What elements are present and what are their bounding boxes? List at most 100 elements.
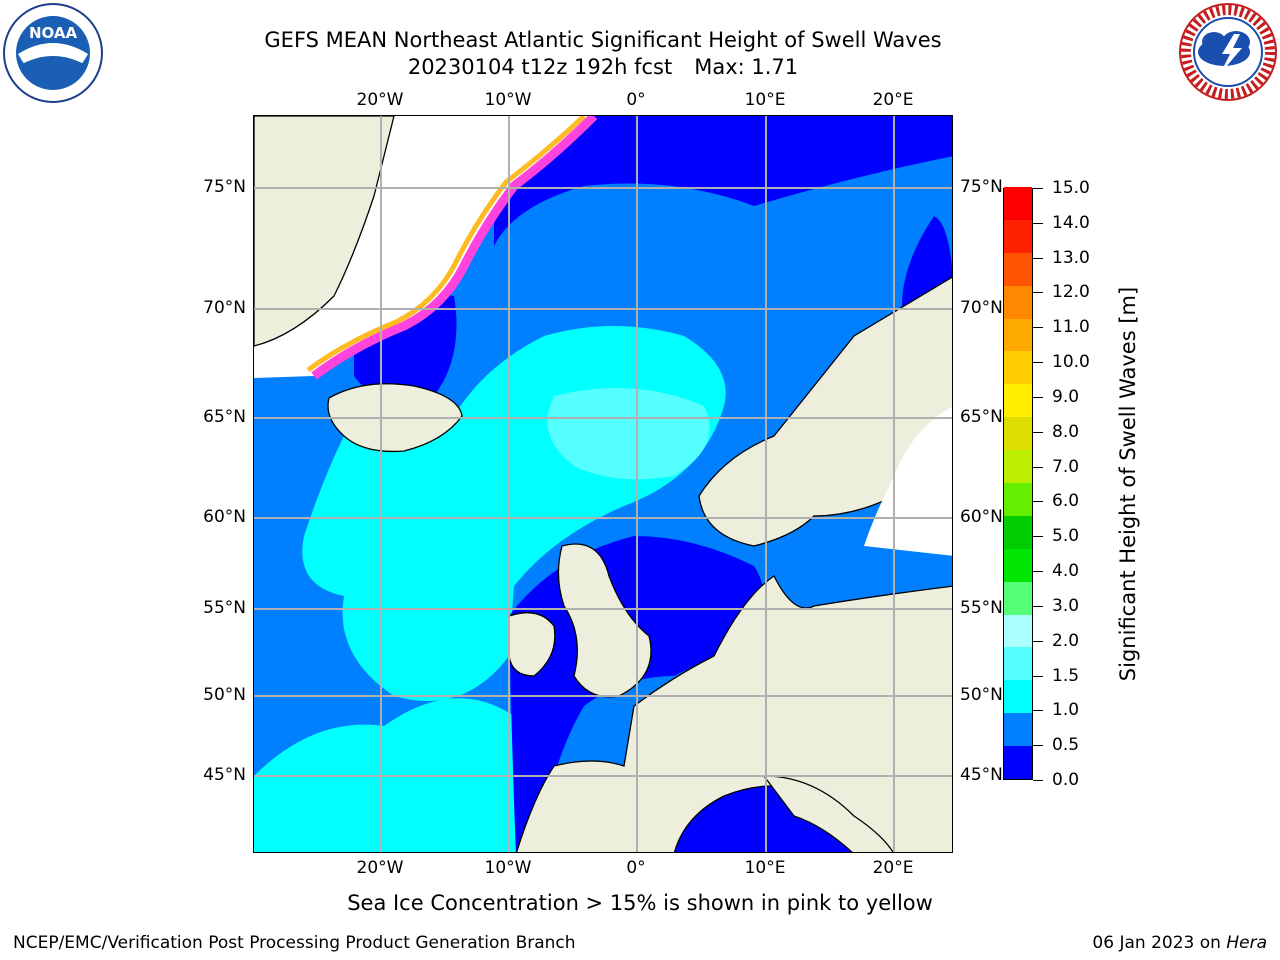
colorbar-tick-label: 10.0	[1052, 352, 1090, 373]
lon-label-top-10w: 10°W	[484, 90, 532, 110]
colorbar-segment	[1004, 252, 1032, 286]
colorbar-segment	[1004, 186, 1032, 220]
lon-label-bottom-0: 0°	[626, 858, 646, 878]
noaa-logo-icon: NOAA	[3, 3, 103, 103]
lat-label-right-75n: 75°N	[960, 177, 1003, 197]
footer-on-text: on	[1199, 933, 1221, 953]
map-canvas	[254, 116, 952, 852]
colorbar-tick	[1033, 745, 1043, 747]
colorbar-title: Significant Height of Swell Waves [m]	[1116, 286, 1140, 682]
colorbar-tick-label: 2.0	[1052, 630, 1080, 651]
lat-label-right-45n: 45°N	[960, 765, 1003, 785]
colorbar-segment	[1004, 350, 1032, 385]
colorbar-tick-label: 1.0	[1052, 700, 1080, 721]
colorbar-tick	[1033, 466, 1043, 468]
colorbar-tick	[1033, 536, 1043, 538]
chart-title: GEFS MEAN Northeast Atlantic Significant…	[264, 28, 942, 52]
footer-date: 06 Jan 2023 on Hera	[1092, 932, 1267, 954]
lat-label-right-50n: 50°N	[960, 685, 1003, 705]
colorbar-segment	[1004, 318, 1032, 352]
colorbar-tick-label: 9.0	[1052, 386, 1080, 407]
ireland-land	[508, 612, 556, 677]
greenland-land	[254, 116, 395, 347]
colorbar-tick	[1033, 571, 1043, 573]
colorbar	[1003, 186, 1033, 780]
lon-label-bottom-10w: 10°W	[484, 858, 532, 878]
lat-label-right-60n: 60°N	[960, 507, 1003, 527]
lat-label-left-75n: 75°N	[203, 177, 246, 197]
colorbar-tick-label: 13.0	[1052, 247, 1090, 268]
colorbar-tick-label: 0.0	[1052, 770, 1080, 790]
colorbar-tick	[1033, 605, 1043, 607]
lon-label-bottom-20e: 20°E	[872, 858, 914, 878]
map-panel	[253, 115, 953, 853]
colorbar-tick	[1033, 257, 1043, 259]
italy-land	[762, 775, 894, 852]
run-info: 20230104 t12z 192h fcst	[407, 55, 673, 79]
colorbar-segment	[1004, 285, 1032, 319]
colorbar-segment	[1004, 745, 1032, 779]
colorbar-tick	[1033, 327, 1043, 329]
colorbar-tick-label: 1.5	[1052, 665, 1080, 686]
chart-subtitle: 20230104 t12z 192h fcst Max: 1.71	[0, 54, 1206, 80]
swell-field-north	[494, 116, 952, 246]
colorbar-segment	[1004, 581, 1032, 615]
footer-date-text: 06 Jan 2023	[1092, 933, 1195, 953]
footer-credit: NCEP/EMC/Verification Post Processing Pr…	[13, 933, 576, 953]
nws-logo-icon	[1179, 3, 1277, 101]
lat-label-left-70n: 70°N	[203, 298, 246, 318]
colorbar-tick	[1033, 222, 1043, 224]
colorbar-tick-label: 5.0	[1052, 526, 1080, 547]
colorbar-segment	[1004, 383, 1032, 418]
lat-label-left-65n: 65°N	[203, 407, 246, 427]
colorbar-tick	[1033, 640, 1043, 642]
lon-label-bottom-20w: 20°W	[356, 858, 404, 878]
sea-ice-caption: Sea Ice Concentration > 15% is shown in …	[347, 891, 933, 915]
colorbar-tick-label: 3.0	[1052, 595, 1080, 616]
colorbar-tick-label: 0.5	[1052, 735, 1080, 756]
noaa-logo-text: NOAA	[29, 24, 78, 42]
colorbar-tick-label: 12.0	[1052, 282, 1090, 303]
colorbar-tick-label: 7.0	[1052, 456, 1080, 477]
colorbar-tick-label: 4.0	[1052, 561, 1080, 582]
colorbar-tick	[1033, 431, 1043, 433]
colorbar-segment	[1004, 482, 1032, 516]
graticule	[254, 116, 952, 852]
lat-label-left-50n: 50°N	[203, 685, 246, 705]
colorbar-tick-label: 14.0	[1052, 212, 1090, 233]
lat-label-right-55n: 55°N	[960, 598, 1003, 618]
colorbar-tick	[1033, 710, 1043, 712]
lon-label-top-10e: 10°E	[744, 90, 786, 110]
lat-label-left-45n: 45°N	[203, 765, 246, 785]
colorbar-tick	[1033, 501, 1043, 503]
colorbar-tick-label: 15.0	[1052, 178, 1090, 198]
colorbar-tick	[1033, 188, 1043, 189]
colorbar-segment	[1004, 515, 1032, 549]
colorbar-segment	[1004, 449, 1032, 483]
sea-ice-edge-yellow	[306, 116, 586, 373]
colorbar-segment	[1004, 679, 1032, 714]
colorbar-tick	[1033, 292, 1043, 294]
sea-ice-edge-pink	[311, 116, 598, 380]
colorbar-segment	[1004, 614, 1032, 648]
lon-label-top-0: 0°	[626, 90, 646, 110]
colorbar-tick-label: 8.0	[1052, 421, 1080, 442]
lon-label-top-20w: 20°W	[356, 90, 404, 110]
lon-label-bottom-10e: 10°E	[744, 858, 786, 878]
lat-label-right-65n: 65°N	[960, 407, 1003, 427]
colorbar-tick	[1033, 780, 1043, 781]
footer-machine: Hera	[1226, 933, 1267, 953]
colorbar-segment	[1004, 646, 1032, 681]
lon-label-top-20e: 20°E	[872, 90, 914, 110]
lat-label-left-60n: 60°N	[203, 507, 246, 527]
max-value: Max: 1.71	[694, 55, 799, 79]
colorbar-segment	[1004, 548, 1032, 582]
colorbar-tick-label: 6.0	[1052, 491, 1080, 512]
colorbar-tick-label: 11.0	[1052, 317, 1090, 338]
lat-label-left-55n: 55°N	[203, 598, 246, 618]
colorbar-segment	[1004, 219, 1032, 253]
colorbar-tick	[1033, 675, 1043, 677]
swell-field-1.5-2.0	[547, 388, 710, 480]
colorbar-segment	[1004, 416, 1032, 451]
lat-label-right-70n: 70°N	[960, 298, 1003, 318]
